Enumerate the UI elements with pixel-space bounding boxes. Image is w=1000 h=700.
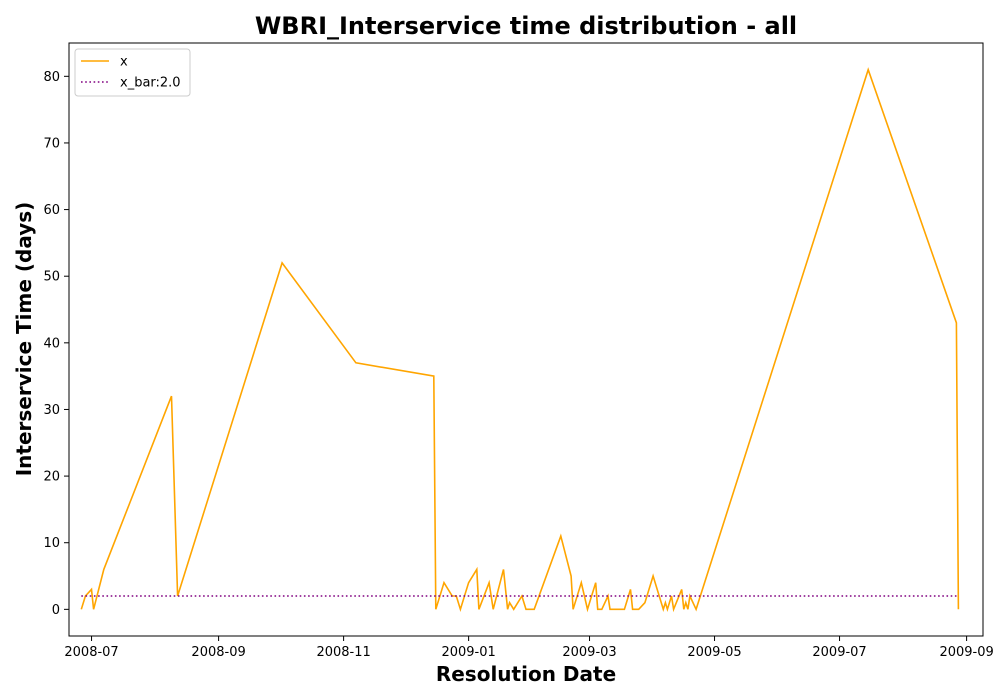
legend-label: x: [120, 55, 128, 70]
series-line-x: [80, 67, 960, 613]
y-tick-label: 70: [43, 136, 60, 151]
y-axis: 0 10 20 30 40 50 60 70 80: [43, 70, 69, 618]
y-tick-label: 20: [43, 470, 60, 485]
chart-title: WBRI_Interservice time distribution - al…: [255, 12, 797, 40]
x-axis: 2008-07 2008-09 2008-11 2009-01 2009-03 2009-…: [64, 636, 994, 660]
y-tick-label: 10: [43, 536, 60, 551]
plot-area: [69, 43, 983, 636]
plot-series: [80, 67, 960, 613]
x-tick-label: 2009-05: [687, 645, 741, 660]
x-tick-label: 2008-11: [316, 645, 370, 660]
y-tick-label: 50: [43, 270, 60, 285]
y-tick-label: 40: [43, 336, 60, 351]
x-tick-label: 2008-07: [64, 645, 118, 660]
x-tick-label: 2009-03: [562, 645, 616, 660]
y-tick-label: 80: [43, 70, 60, 85]
x-axis-label: Resolution Date: [436, 662, 616, 686]
x-tick-label: 2008-09: [191, 645, 245, 660]
y-tick-label: 30: [43, 403, 60, 418]
x-tick-label: 2009-01: [441, 645, 495, 660]
y-tick-label: 60: [43, 203, 60, 218]
y-axis-label: Interservice Time (days): [12, 202, 36, 477]
x-tick-label: 2009-07: [812, 645, 866, 660]
y-tick-label: 0: [52, 603, 60, 618]
legend: x x_bar:2.0: [74, 48, 191, 97]
legend-label: x_bar:2.0: [120, 76, 181, 91]
plot-frame: [68, 42, 984, 637]
x-tick-label: 2009-09: [939, 645, 993, 660]
